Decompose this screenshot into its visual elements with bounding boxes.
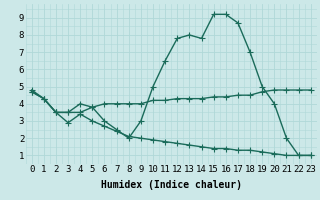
X-axis label: Humidex (Indice chaleur): Humidex (Indice chaleur) xyxy=(101,180,242,190)
